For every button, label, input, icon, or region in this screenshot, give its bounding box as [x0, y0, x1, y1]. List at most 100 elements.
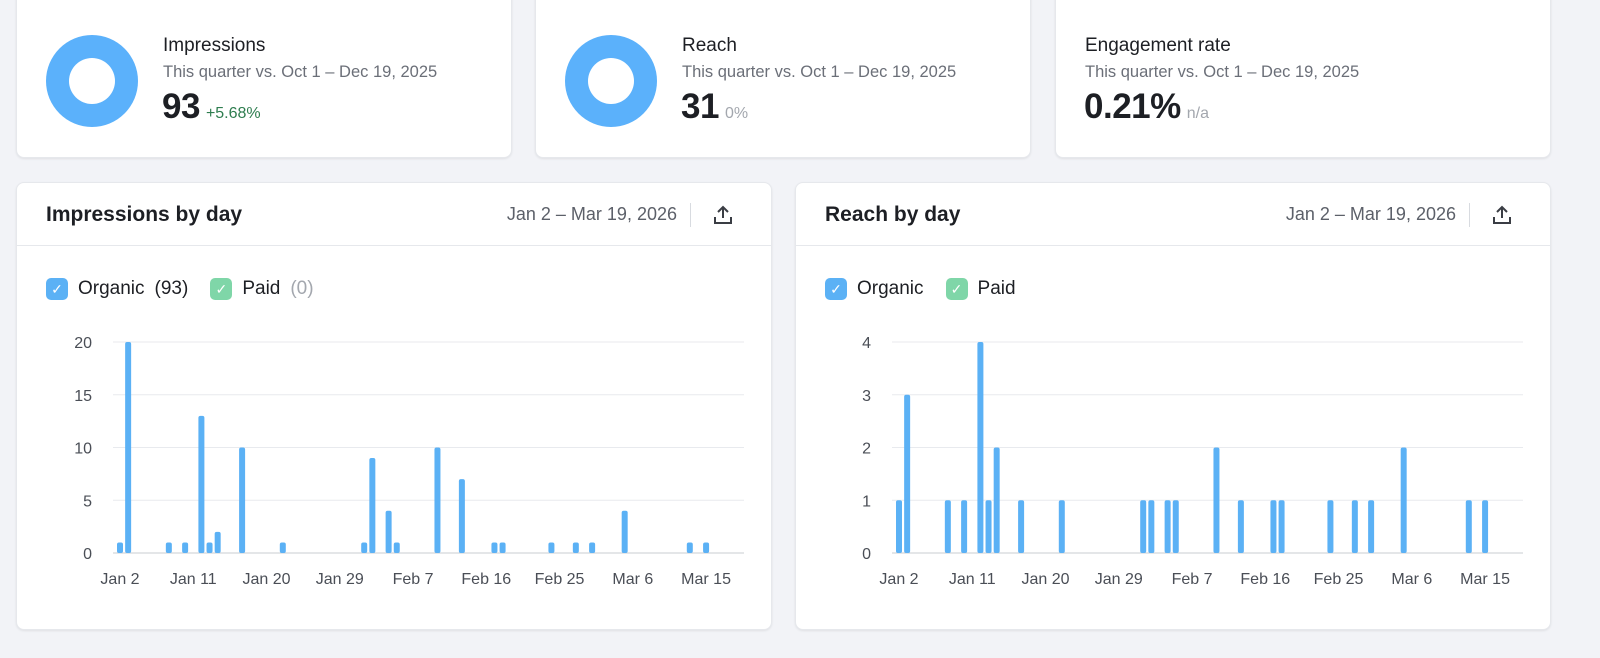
- bar: [182, 542, 189, 553]
- x-tick-label: Feb 16: [1240, 571, 1290, 588]
- y-tick-label: 15: [74, 388, 92, 405]
- chart-title: Reach by day: [825, 203, 961, 226]
- y-tick-label: 3: [862, 388, 871, 405]
- bar: [1213, 447, 1220, 553]
- bar: [1351, 500, 1358, 553]
- bar: [393, 542, 400, 553]
- x-tick-label: Jan 29: [1095, 571, 1143, 588]
- upload-icon[interactable]: [711, 203, 735, 227]
- date-range[interactable]: Jan 2 – Mar 19, 2026: [1285, 204, 1456, 224]
- bar: [1164, 500, 1171, 553]
- x-tick-label: Jan 11: [949, 571, 996, 588]
- kpi-delta: n/a: [1186, 105, 1209, 122]
- kpi-subtitle: This quarter vs. Oct 1 – Dec 19, 2025: [1085, 63, 1360, 81]
- bar: [944, 500, 951, 553]
- legend-label: Organic: [78, 278, 145, 299]
- legend-label: Paid: [242, 278, 281, 299]
- bar: [491, 542, 498, 553]
- bar: [621, 510, 628, 553]
- checkbox-checked-icon[interactable]: ✓: [46, 278, 68, 300]
- kpi-title: Engagement rate: [1085, 35, 1231, 56]
- bar: [589, 542, 596, 553]
- x-tick-label: Jan 11: [170, 571, 217, 588]
- bar: [1270, 500, 1277, 553]
- bar: [1368, 500, 1375, 553]
- y-tick-label: 10: [74, 441, 92, 458]
- legend-organic-toggle[interactable]: ✓ Organic: [825, 278, 924, 300]
- bar: [977, 342, 984, 553]
- chart-legend: ✓ Organic (93) ✓ Paid (0): [46, 278, 314, 300]
- bar: [985, 500, 992, 553]
- x-tick-label: Feb 16: [461, 571, 511, 588]
- x-tick-label: Mar 6: [612, 571, 653, 588]
- upload-icon[interactable]: [1490, 203, 1514, 227]
- divider: [796, 245, 1550, 246]
- bar: [1018, 500, 1025, 553]
- bar: [206, 542, 213, 553]
- y-tick-label: 5: [83, 493, 92, 510]
- reach-bar-chart: 0 1 2 3 4 Jan 2 Jan 11 Jan 20 Jan 29 Feb 7 Feb 16 F…: [862, 335, 1523, 588]
- bar: [1327, 500, 1334, 553]
- bar: [279, 542, 286, 553]
- bar: [458, 479, 465, 553]
- bar: [1400, 447, 1407, 553]
- bar: [1148, 500, 1155, 553]
- legend-count: (93): [154, 278, 189, 299]
- x-tick-label: Mar 15: [1460, 571, 1510, 588]
- kpi-number: 31: [681, 87, 719, 126]
- y-tick-label: 20: [74, 335, 92, 352]
- legend-organic-toggle[interactable]: ✓ Organic (93): [46, 278, 188, 300]
- donut-chart: [46, 35, 138, 127]
- checkbox-checked-icon[interactable]: ✓: [825, 278, 847, 300]
- bar: [198, 415, 205, 553]
- bar: [499, 542, 506, 553]
- impressions-bar-chart: 0 5 10 15 20 Jan 2 Jan 11 Jan 20 Jan 29 Feb 7 Feb …: [74, 335, 744, 588]
- bar: [961, 500, 968, 553]
- kpi-card-reach: Reach This quarter vs. Oct 1 – Dec 19, 2…: [535, 0, 1031, 158]
- bar: [896, 500, 902, 553]
- x-tick-label: Jan 2: [100, 571, 139, 588]
- x-tick-label: Jan 29: [316, 571, 364, 588]
- donut-chart: [565, 35, 657, 127]
- chart-title: Impressions by day: [46, 203, 243, 226]
- kpi-value: 31 0%: [681, 87, 748, 127]
- bar: [385, 510, 392, 553]
- x-tick-label: Mar 6: [1391, 571, 1432, 588]
- x-tick-label: Feb 25: [535, 571, 585, 588]
- bar: [369, 458, 376, 553]
- checkbox-checked-icon[interactable]: ✓: [210, 278, 233, 300]
- bar: [125, 342, 132, 553]
- x-tick-label: Jan 2: [879, 571, 918, 588]
- x-tick-label: Feb 7: [1172, 571, 1213, 588]
- kpi-value: 0.21% n/a: [1084, 87, 1209, 127]
- x-tick-label: Feb 25: [1314, 571, 1364, 588]
- bar: [239, 447, 246, 553]
- bar: [214, 531, 221, 553]
- bar: [165, 542, 172, 553]
- kpi-title: Impressions: [163, 35, 266, 56]
- divider: [690, 203, 691, 227]
- legend-paid-toggle[interactable]: ✓ Paid: [945, 278, 1016, 300]
- bar: [686, 542, 693, 553]
- y-tick-label: 2: [862, 441, 871, 458]
- bar: [1482, 500, 1489, 553]
- bar: [703, 542, 710, 553]
- y-tick-label: 1: [862, 493, 871, 510]
- bar: [904, 394, 911, 553]
- kpi-value: 93 +5.68%: [162, 87, 261, 127]
- checkbox-checked-icon[interactable]: ✓: [945, 278, 968, 300]
- bar: [1237, 500, 1244, 553]
- kpi-subtitle: This quarter vs. Oct 1 – Dec 19, 2025: [163, 63, 438, 81]
- x-tick-label: Jan 20: [242, 571, 290, 588]
- x-tick-label: Jan 20: [1021, 571, 1069, 588]
- bar: [1140, 500, 1147, 553]
- bar: [117, 542, 123, 553]
- divider: [17, 245, 771, 246]
- kpi-card-engagement-rate: Engagement rate This quarter vs. Oct 1 –…: [1055, 0, 1551, 158]
- legend-paid-toggle[interactable]: ✓ Paid (0): [210, 278, 314, 300]
- date-range[interactable]: Jan 2 – Mar 19, 2026: [506, 204, 677, 224]
- y-tick-label: 0: [83, 546, 92, 563]
- bar: [361, 542, 368, 553]
- chart-legend: ✓ Organic ✓ Paid: [825, 278, 1016, 300]
- bar: [548, 542, 555, 553]
